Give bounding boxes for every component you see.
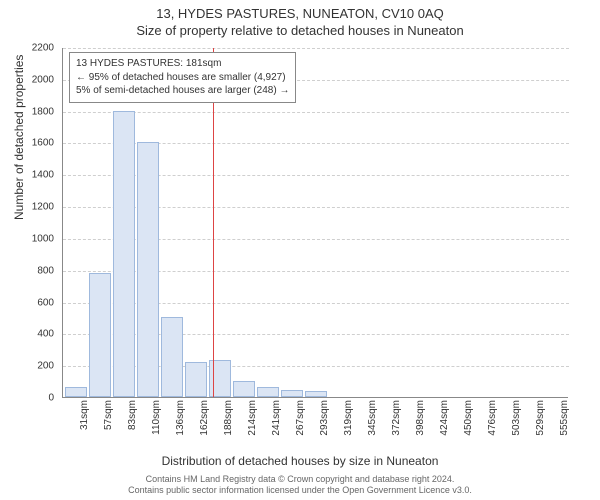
chart-area: 13 HYDES PASTURES: 181sqm← 95% of detach… (62, 48, 568, 398)
attribution: Contains HM Land Registry data © Crown c… (0, 474, 600, 497)
histogram-bar (89, 273, 111, 397)
x-tick-label: 398sqm (415, 400, 426, 446)
y-tick-label: 1200 (0, 202, 54, 213)
histogram-bar (65, 387, 87, 397)
x-tick-label: 345sqm (367, 400, 378, 446)
x-axis-label: Distribution of detached houses by size … (0, 454, 600, 468)
y-tick-label: 1800 (0, 106, 54, 117)
histogram-bar (161, 317, 183, 397)
x-tick-label: 162sqm (199, 400, 210, 446)
y-tick-label: 200 (0, 361, 54, 372)
x-tick-label: 136sqm (175, 400, 186, 446)
chart-container: 13, HYDES PASTURES, NUNEATON, CV10 0AQ S… (0, 0, 600, 500)
x-tick-label: 476sqm (487, 400, 498, 446)
attribution-line2: Contains public sector information licen… (0, 485, 600, 496)
x-tick-label: 529sqm (535, 400, 546, 446)
x-tick-label: 424sqm (439, 400, 450, 446)
gridline (63, 112, 569, 113)
x-tick-label: 555sqm (559, 400, 570, 446)
attribution-line1: Contains HM Land Registry data © Crown c… (0, 474, 600, 485)
x-tick-label: 214sqm (247, 400, 258, 446)
x-tick-label: 57sqm (103, 400, 114, 446)
legend-line3: 5% of semi-detached houses are larger (2… (76, 84, 289, 98)
x-tick-label: 188sqm (223, 400, 234, 446)
x-tick-label: 241sqm (271, 400, 282, 446)
y-tick-label: 1000 (0, 233, 54, 244)
plot-area: 13 HYDES PASTURES: 181sqm← 95% of detach… (62, 48, 568, 398)
x-tick-label: 372sqm (391, 400, 402, 446)
y-tick-label: 2200 (0, 43, 54, 54)
page-subtitle: Size of property relative to detached ho… (0, 21, 600, 38)
x-tick-label: 293sqm (319, 400, 330, 446)
legend-box: 13 HYDES PASTURES: 181sqm← 95% of detach… (69, 52, 296, 103)
x-tick-label: 83sqm (127, 400, 138, 446)
y-tick-label: 800 (0, 265, 54, 276)
legend-line2: ← 95% of detached houses are smaller (4,… (76, 71, 289, 85)
histogram-bar (233, 381, 255, 397)
y-tick-label: 400 (0, 329, 54, 340)
x-tick-label: 110sqm (151, 400, 162, 446)
histogram-bar (257, 387, 279, 397)
x-tick-label: 450sqm (463, 400, 474, 446)
x-tick-label: 31sqm (79, 400, 90, 446)
x-tick-label: 267sqm (295, 400, 306, 446)
y-tick-label: 2000 (0, 74, 54, 85)
x-tick-label: 319sqm (343, 400, 354, 446)
histogram-bar (281, 390, 303, 397)
y-tick-label: 0 (0, 393, 54, 404)
x-tick-label: 503sqm (511, 400, 522, 446)
gridline (63, 48, 569, 49)
legend-line1: 13 HYDES PASTURES: 181sqm (76, 57, 289, 71)
y-tick-label: 1600 (0, 138, 54, 149)
histogram-bar (305, 391, 327, 397)
y-tick-label: 1400 (0, 170, 54, 181)
page-title: 13, HYDES PASTURES, NUNEATON, CV10 0AQ (0, 0, 600, 21)
y-tick-label: 600 (0, 297, 54, 308)
histogram-bar (137, 142, 159, 397)
histogram-bar (113, 111, 135, 397)
histogram-bar (185, 362, 207, 397)
